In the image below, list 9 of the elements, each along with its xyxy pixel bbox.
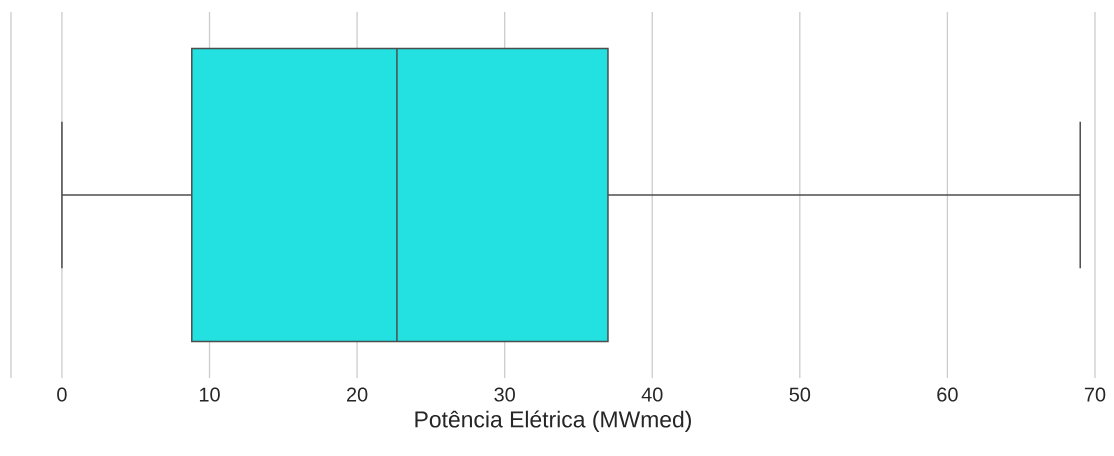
x-tick-label: 10: [199, 387, 220, 402]
x-tick-label: 0: [57, 387, 67, 402]
x-tick-label: 70: [1084, 387, 1106, 402]
x-tick-label: 20: [347, 387, 368, 402]
x-tick-label: 40: [641, 387, 663, 402]
x-tick-label: 60: [937, 387, 958, 402]
x-tick-label: 50: [789, 387, 811, 402]
x-axis-title: Potência Elétrica (MWmed): [415, 410, 691, 433]
x-tick-label: 30: [494, 387, 515, 402]
